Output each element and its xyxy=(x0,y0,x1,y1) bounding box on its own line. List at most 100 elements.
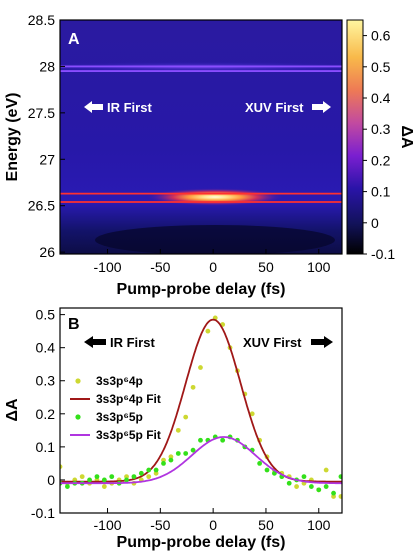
data-point-series-2 xyxy=(190,447,196,453)
data-point-series-2 xyxy=(175,451,181,456)
data-point-series-0 xyxy=(161,457,166,463)
panel-b-ytick-label: 0.3 xyxy=(36,373,56,389)
data-point-series-0 xyxy=(338,494,342,499)
legend-swatch-5p-points xyxy=(75,414,81,420)
panel-b-xtick-label: 50 xyxy=(258,517,274,533)
legend-label-5p: 3s3p⁶5p xyxy=(96,410,143,424)
data-point-series-0 xyxy=(168,454,174,460)
data-point-series-0 xyxy=(205,328,211,334)
arrow-left-icon xyxy=(84,101,103,113)
panel-b-frame xyxy=(59,307,343,514)
panel-a-ytick-label: 28.5 xyxy=(28,12,55,28)
panel-b-ylabel: ΔA xyxy=(4,398,21,422)
panel-b-ytick-label: 0.5 xyxy=(36,307,56,323)
panel-b-ytick-label: 0.4 xyxy=(36,340,56,356)
data-point-series-0 xyxy=(249,411,255,417)
legend-swatch-4p-points xyxy=(75,378,81,384)
annotation-ir-first-b: IR First xyxy=(84,335,155,350)
panel-b-ytick-label: 0.1 xyxy=(36,439,56,455)
legend: 3s3p⁶4p 3s3p⁶4p Fit 3s3p⁶5p 3s3p⁶5p Fit xyxy=(70,374,161,442)
ir-first-label-a: IR First xyxy=(107,100,152,115)
data-point-series-2 xyxy=(301,474,307,480)
panel-a-xtick-label: 0 xyxy=(209,259,217,275)
arrow-right-icon xyxy=(312,101,331,113)
panel-b-xlabel: Pump-probe delay (fs) xyxy=(117,534,286,551)
colorbar-tick-label: 0.2 xyxy=(371,152,391,168)
data-point-series-2 xyxy=(323,484,329,489)
data-point-series-2 xyxy=(64,484,70,489)
legend-label-4p-fit: 3s3p⁶4p Fit xyxy=(96,392,161,406)
panel-a-ylabel: Energy (eV) xyxy=(4,93,21,182)
colorbar-tick-label: 0 xyxy=(371,215,379,231)
data-point-series-2 xyxy=(264,467,270,473)
xuv-first-label-b: XUV First xyxy=(243,335,302,350)
panel-b-xtick-label: -50 xyxy=(150,517,170,533)
panel-a-frame xyxy=(59,19,343,255)
data-point-series-2 xyxy=(257,461,263,466)
data-point-series-0 xyxy=(198,365,203,370)
legend-label-5p-fit: 3s3p⁶5p Fit xyxy=(96,428,161,442)
colorbar xyxy=(346,19,364,255)
data-point-series-0 xyxy=(175,427,181,433)
colorbar-tick-label: 0.5 xyxy=(371,59,391,75)
panel-b-ytick-label: 0.2 xyxy=(36,406,56,422)
annotation-ir-first-a: IR First xyxy=(84,100,152,115)
data-point-series-2 xyxy=(168,457,174,463)
panel-a-ytick-label: 26 xyxy=(39,244,55,260)
heatmap-hotspot xyxy=(145,188,285,206)
xuv-first-label-a: XUV First xyxy=(245,100,304,115)
data-point-series-2 xyxy=(101,477,107,483)
panel-a-letter: A xyxy=(68,31,80,48)
panel-b-xtick-label: 0 xyxy=(209,517,217,533)
data-point-series-2 xyxy=(286,480,292,486)
panel-a-heatmap: -100 -50 0 50 100 26 26.5 27 27.5 28 28.5 A IR Fir… xyxy=(4,12,415,298)
panel-b-scatter: -100 -50 0 50 100 -0.1 0 0.1 0.2 0.3 0.4 0.5 B IR F… xyxy=(4,307,343,551)
panel-b-letter: B xyxy=(68,316,80,333)
data-point-series-2 xyxy=(338,474,342,480)
panel-a-ytick-label: 28 xyxy=(39,58,55,74)
colorbar-tick-label: 0.6 xyxy=(371,28,391,44)
panel-a-xtick-label: -50 xyxy=(150,259,170,275)
panel-b-ytick-label: 0 xyxy=(47,472,55,488)
data-point-series-0 xyxy=(190,384,196,390)
data-point-series-0 xyxy=(183,414,189,420)
panel-b-ytick-label: -0.1 xyxy=(31,505,55,521)
colorbar-label: ΔA xyxy=(398,125,415,149)
arrow-left-icon xyxy=(84,336,106,348)
panel-a-xtick-label: -100 xyxy=(94,259,122,275)
data-point-series-2 xyxy=(331,490,336,496)
data-point-series-0 xyxy=(124,474,129,480)
data-point-series-2 xyxy=(87,477,92,483)
data-point-series-2 xyxy=(94,474,100,480)
colorbar-tick-label: 0.3 xyxy=(371,121,391,137)
colorbar-tick-label: -0.1 xyxy=(371,246,395,262)
data-point-series-2 xyxy=(153,467,159,473)
data-point-series-0 xyxy=(323,467,329,473)
panel-b-xtick-label: 100 xyxy=(307,517,331,533)
panel-a-ytick-label: 27 xyxy=(39,151,55,167)
panel-b-xtick-label: -100 xyxy=(94,517,122,533)
annotation-xuv-first-a: XUV First xyxy=(245,100,331,115)
data-point-series-0 xyxy=(79,474,85,480)
ir-first-label-b: IR First xyxy=(110,335,155,350)
heatmap-dark-region xyxy=(95,225,335,254)
fit-line-series-3 xyxy=(60,436,342,485)
arrow-right-icon xyxy=(311,336,333,348)
data-point-series-2 xyxy=(198,437,203,443)
data-point-series-0 xyxy=(294,484,299,489)
data-point-series-0 xyxy=(101,484,107,489)
data-point-series-2 xyxy=(124,477,129,483)
panel-a-ytick-label: 26.5 xyxy=(28,198,55,214)
panel-a-ytick-label: 27.5 xyxy=(28,105,55,121)
data-point-series-0 xyxy=(331,494,336,499)
panel-a-xtick-label: 50 xyxy=(258,259,274,275)
data-point-series-2 xyxy=(316,487,322,493)
data-point-series-2 xyxy=(138,470,144,476)
panel-a-xlabel: Pump-probe delay (fs) xyxy=(117,281,286,298)
data-point-series-2 xyxy=(183,451,189,456)
panel-a-xtick-label: 100 xyxy=(307,259,331,275)
heatmap-background xyxy=(60,20,342,254)
data-point-series-2 xyxy=(161,461,166,466)
data-point-series-2 xyxy=(131,474,137,480)
